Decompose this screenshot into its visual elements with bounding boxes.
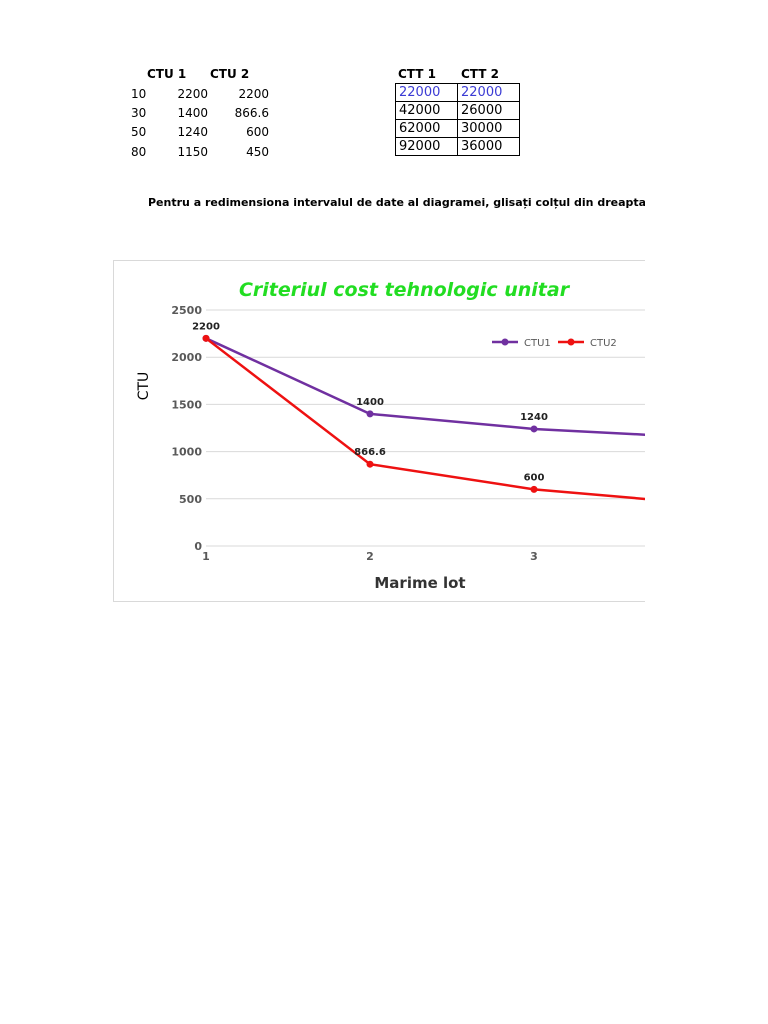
chart-frame[interactable]: Criteriul cost tehnologic unitar 0 500 100… [113,260,645,602]
x-tick-label: 2 [366,550,374,563]
x-axis-label: Marime lot [374,574,465,592]
ctu1-cell: 1240 [177,125,208,139]
ctt2-cell[interactable]: 36000 [457,137,520,156]
legend-ctu1-label: CTU1 [524,338,551,349]
sheet-area: CTU 1 CTU 2 10 2200 2200 30 1400 866.6 5… [113,67,645,602]
y-tick-label: 0 [194,540,202,553]
y-tick-label: 2500 [171,304,202,317]
ctu1-cell: 1400 [177,106,208,120]
ctu1-cell: 1150 [177,145,208,159]
ctu1-header: CTU 1 [147,67,187,81]
y-tick-label: 500 [179,493,202,506]
ctu2-cell: 600 [246,125,269,139]
y-axis-ticks: 0 500 1000 1500 2000 2500 [171,304,202,553]
ctt2-header: CTT 2 [461,67,499,81]
data-label: 866.6 [354,447,386,458]
legend: CTU1 CTU2 [492,338,617,349]
ctu2-header: CTU 2 [210,67,250,81]
table-row: 42000 26000 [395,101,520,120]
y-tick-label: 2000 [171,351,202,364]
line-chart: Criteriul cost tehnologic unitar 0 500 100… [136,279,645,592]
data-label: 600 [524,472,545,483]
table-row: 92000 36000 [395,137,520,156]
ctt1-cell[interactable]: 42000 [395,101,458,120]
ctt2-cell[interactable]: 30000 [457,119,520,138]
x-axis-ticks: 1234 [202,550,538,563]
ctt2-cell[interactable]: 26000 [457,101,520,120]
ctt1-header: CTT 1 [398,67,436,81]
legend-ctu2-label: CTU2 [590,338,617,349]
ctt1-cell[interactable]: 22000 [395,83,458,102]
blank-area [645,0,768,1024]
ctt2-cell[interactable]: 22000 [457,83,520,102]
ctu2-cell: 866.6 [234,106,269,120]
data-label: 1240 [520,412,548,423]
ctt-table: 22000 22000 42000 26000 62000 30000 9200… [395,83,520,156]
data-labels: 1400 1240 2200 866.6 600 [192,321,548,483]
data-label: 2200 [192,321,220,332]
data-point [202,334,210,342]
table-row: 62000 30000 [395,119,520,138]
ctt1-cell[interactable]: 92000 [395,137,458,156]
ctt1-cell[interactable]: 62000 [395,119,458,138]
data-point [530,425,538,433]
lot-cell: 30 [131,106,147,120]
x-tick-label: 1 [202,550,210,563]
series-line-ctu2 [205,337,645,501]
gridlines [206,309,645,547]
resize-hint-text: Pentru a redimensiona intervalul de date… [148,196,645,209]
ctu2-cell: 450 [246,145,269,159]
x-tick-label: 3 [530,550,538,563]
y-tick-label: 1500 [171,398,202,411]
ctu1-cell: 2200 [177,87,208,101]
data-label: 1400 [356,397,384,408]
legend-ctu1-marker [501,338,509,346]
ctu2-cell: 2200 [238,87,269,101]
lot-cell: 80 [131,145,147,159]
legend-ctu2-marker [567,338,575,346]
lot-cell: 10 [131,87,147,101]
y-axis-label: CTU [136,372,152,401]
y-tick-label: 1000 [171,446,202,459]
table-row: 22000 22000 [395,83,520,102]
lot-cell: 50 [131,125,147,139]
data-point [530,485,538,493]
series-group [202,334,645,501]
chart-title: Criteriul cost tehnologic unitar [239,279,571,301]
series-line-ctu1 [205,337,645,436]
data-point [366,410,374,418]
data-point [366,460,374,468]
